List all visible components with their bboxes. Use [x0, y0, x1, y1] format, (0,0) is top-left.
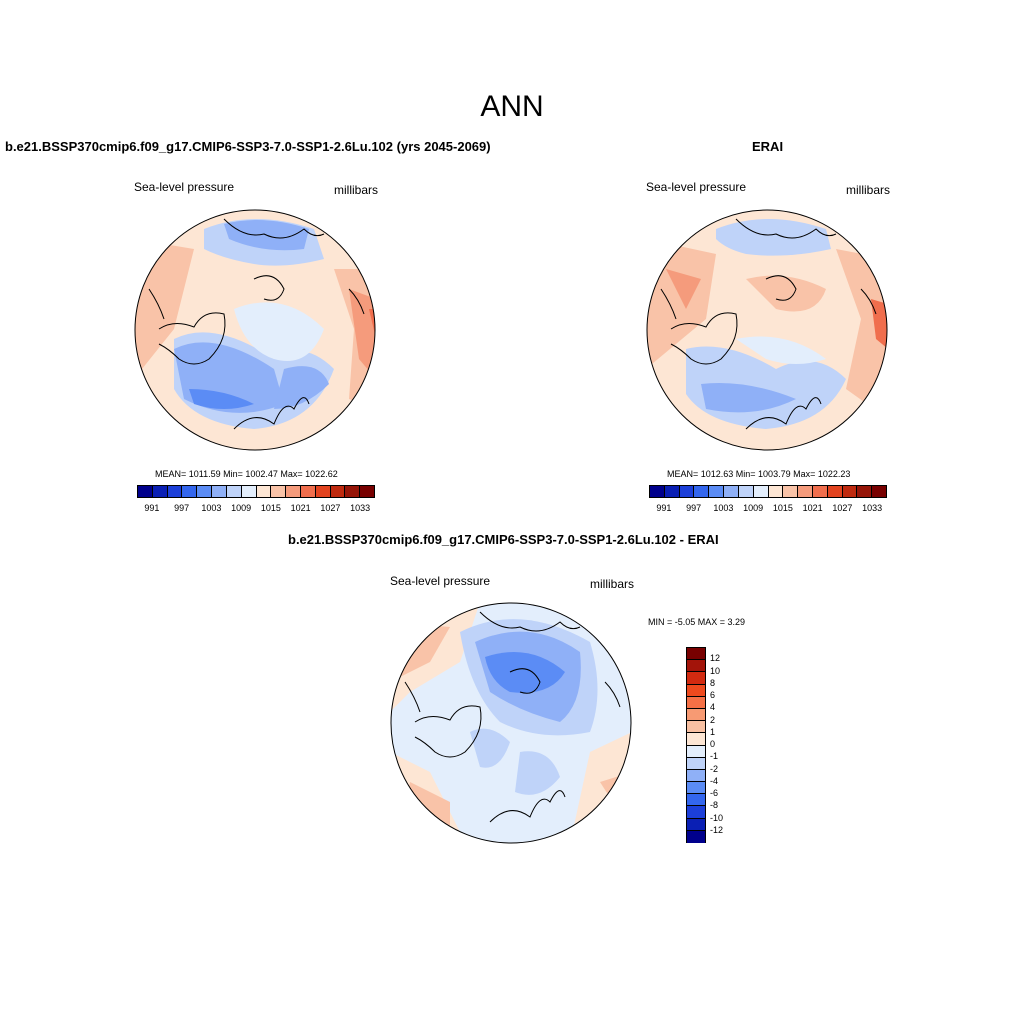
model-stats: MEAN= 1011.59 Min= 1002.47 Max= 1022.62 — [155, 469, 338, 479]
colorbar-swatch — [345, 486, 361, 497]
colorbar-swatch — [687, 660, 705, 673]
colorbar-swatch — [687, 769, 705, 783]
diff-variable-label: Sea-level pressure — [390, 574, 491, 588]
obs-stats: MEAN= 1012.63 Min= 1003.79 Max= 1022.23 — [667, 469, 851, 479]
diff-stats: MIN = -5.05 MAX = 3.29 — [648, 617, 746, 627]
colorbar-swatch — [687, 672, 705, 685]
diff-units-label: millibars — [590, 577, 635, 591]
model-variable-label: Sea-level pressure — [134, 180, 235, 194]
colorbar-tick-label: 1 — [710, 726, 716, 737]
colorbar-swatch — [687, 757, 705, 770]
colorbar-swatch — [687, 745, 705, 758]
obs-panel-title: ERAI — [752, 139, 784, 154]
colorbar-swatch — [212, 486, 227, 497]
obs-units-label: millibars — [846, 183, 891, 197]
colorbar-swatch — [842, 486, 858, 497]
colorbar-swatch — [330, 486, 346, 497]
colorbar-swatch — [152, 486, 168, 497]
colorbar-swatch — [783, 486, 799, 497]
colorbar-swatch — [709, 486, 725, 497]
obs-polar-map — [646, 209, 888, 451]
colorbar-swatch — [687, 733, 705, 746]
diff-polar-map — [390, 602, 632, 844]
colorbar-swatch — [687, 648, 705, 661]
colorbar-swatch — [687, 806, 705, 819]
colorbar-tick-label: 4 — [710, 702, 716, 713]
colorbar-swatch — [256, 486, 272, 497]
colorbar-swatch — [286, 486, 301, 497]
colorbar-swatch — [241, 486, 257, 497]
colorbar-tick-label: 997 — [174, 503, 190, 513]
colorbar-swatch — [694, 486, 710, 497]
colorbar-tick-label: 1033 — [862, 503, 883, 513]
colorbar-swatch — [753, 486, 769, 497]
colorbar-swatch — [724, 486, 739, 497]
colorbar-swatch — [687, 684, 705, 697]
colorbar-tick-label: 1027 — [832, 503, 853, 513]
colorbar-tick-label: -1 — [710, 751, 719, 762]
colorbar-swatch — [300, 486, 316, 497]
colorbar-tick-label: 991 — [656, 503, 672, 513]
colorbar-tick-label: 1015 — [772, 503, 793, 513]
colorbar-swatch — [738, 486, 754, 497]
model-polar-map — [134, 209, 376, 451]
colorbar-swatch — [812, 486, 828, 497]
colorbar-swatch — [687, 708, 705, 722]
colorbar-tick-label: 1003 — [713, 503, 734, 513]
model-panel-title: b.e21.BSSP370cmip6.f09_g17.CMIP6-SSP3-7.… — [5, 139, 491, 154]
colorbar-tick-label: -12 — [710, 824, 724, 835]
colorbar-swatch — [271, 486, 287, 497]
colorbar-swatch — [687, 721, 705, 734]
colorbar-tick-label: 6 — [710, 690, 716, 700]
colorbar-tick-label: -10 — [710, 812, 724, 823]
colorbar-tick-label: -8 — [710, 800, 719, 811]
colorbar-tick-label: -4 — [710, 775, 719, 786]
colorbar-swatch — [650, 486, 665, 497]
colorbar-swatch — [857, 486, 873, 497]
colorbar-tick-label: 1033 — [350, 503, 371, 513]
colorbar-swatch — [664, 486, 680, 497]
colorbar-swatch — [768, 486, 784, 497]
colorbar-tick-label: 1021 — [802, 503, 823, 513]
colorbar-swatch — [687, 782, 705, 795]
colorbar-swatch — [872, 486, 886, 497]
colorbar-tick-label: -6 — [710, 788, 719, 798]
diff-panel-title: b.e21.BSSP370cmip6.f09_g17.CMIP6-SSP3-7.… — [288, 532, 719, 547]
model-colorbar — [137, 485, 375, 498]
colorbar-tick-label: 10 — [710, 665, 721, 676]
colorbar-swatch — [687, 794, 705, 807]
diff-colorbar-ticks: 12 10 8 6 4 2 1 0 -1 -2 -4 -6 -8 -10 -12 — [710, 647, 740, 843]
colorbar-swatch — [687, 830, 705, 843]
obs-variable-label: Sea-level pressure — [646, 180, 747, 194]
figure-title: ANN — [480, 90, 544, 123]
colorbar-tick-label: -2 — [710, 763, 719, 774]
colorbar-swatch — [167, 486, 183, 497]
colorbar-swatch — [360, 486, 374, 497]
colorbar-tick-label: 8 — [710, 677, 716, 688]
colorbar-swatch — [138, 486, 153, 497]
colorbar-swatch — [182, 486, 198, 497]
obs-colorbar — [649, 485, 887, 498]
colorbar-swatch — [679, 486, 695, 497]
colorbar-tick-label: 1021 — [290, 503, 311, 513]
diff-colorbar — [686, 647, 706, 843]
colorbar-tick-label: 0 — [710, 739, 716, 749]
colorbar-swatch — [315, 486, 331, 497]
colorbar-swatch — [687, 818, 705, 831]
colorbar-swatch — [197, 486, 213, 497]
colorbar-tick-label: 1003 — [201, 503, 222, 513]
colorbar-tick-label: 2 — [710, 714, 716, 725]
colorbar-tick-label: 991 — [144, 503, 160, 513]
colorbar-swatch — [827, 486, 843, 497]
colorbar-tick-label: 997 — [686, 503, 702, 513]
colorbar-swatch — [687, 696, 705, 709]
model-units-label: millibars — [334, 183, 379, 197]
colorbar-tick-label: 1009 — [743, 503, 764, 513]
colorbar-tick-label: 1027 — [320, 503, 341, 513]
colorbar-swatch — [226, 486, 242, 497]
colorbar-tick-label: 1009 — [231, 503, 252, 513]
colorbar-tick-label: 12 — [710, 653, 721, 664]
colorbar-swatch — [798, 486, 813, 497]
colorbar-tick-label: 1015 — [260, 503, 281, 513]
